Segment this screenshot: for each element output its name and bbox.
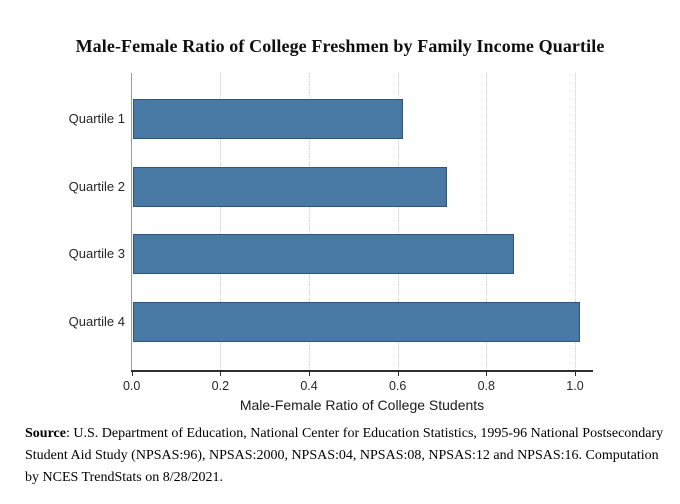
bar-quartile-3	[132, 234, 514, 275]
x-axis-tick	[575, 372, 576, 376]
source-note: Source: U.S. Department of Education, Na…	[25, 423, 667, 489]
grid-line	[397, 73, 399, 370]
x-axis-tick	[397, 372, 399, 376]
x-axis-tick	[486, 372, 488, 376]
chart-title: Male-Female Ratio of College Freshmen by…	[75, 36, 605, 56]
bar-quartile-2	[132, 166, 448, 207]
category-label: Quartile 2	[68, 178, 125, 194]
source-note-text: : U.S. Department of Education, National…	[25, 426, 664, 485]
grid-line	[575, 73, 576, 370]
grid-line	[486, 73, 488, 370]
x-axis-title: Male-Female Ratio of College Students	[239, 397, 485, 413]
source-note-label: Source	[25, 426, 66, 441]
y-axis-line	[131, 73, 132, 370]
bar-quartile-4	[132, 302, 581, 343]
x-axis-tick	[309, 372, 311, 376]
x-axis-tick-label: 1.0	[566, 379, 584, 393]
x-axis-tick	[131, 372, 133, 376]
x-axis-tick-label: 0.6	[388, 379, 407, 393]
category-label: Quartile 1	[68, 111, 125, 126]
grid-line	[309, 73, 311, 370]
x-axis-tick	[220, 372, 222, 376]
x-axis-line	[131, 370, 593, 372]
bar-quartile-1	[132, 99, 404, 139]
category-label: Quartile 3	[68, 246, 125, 262]
x-axis-tick-label: 0.2	[211, 379, 230, 393]
x-axis-tick-label: 0.8	[477, 379, 496, 393]
x-axis-tick-label: 0.4	[300, 379, 318, 393]
x-axis-tick-label: 0.0	[122, 379, 141, 393]
category-label: Quartile 4	[68, 314, 125, 330]
grid-line	[220, 73, 222, 370]
